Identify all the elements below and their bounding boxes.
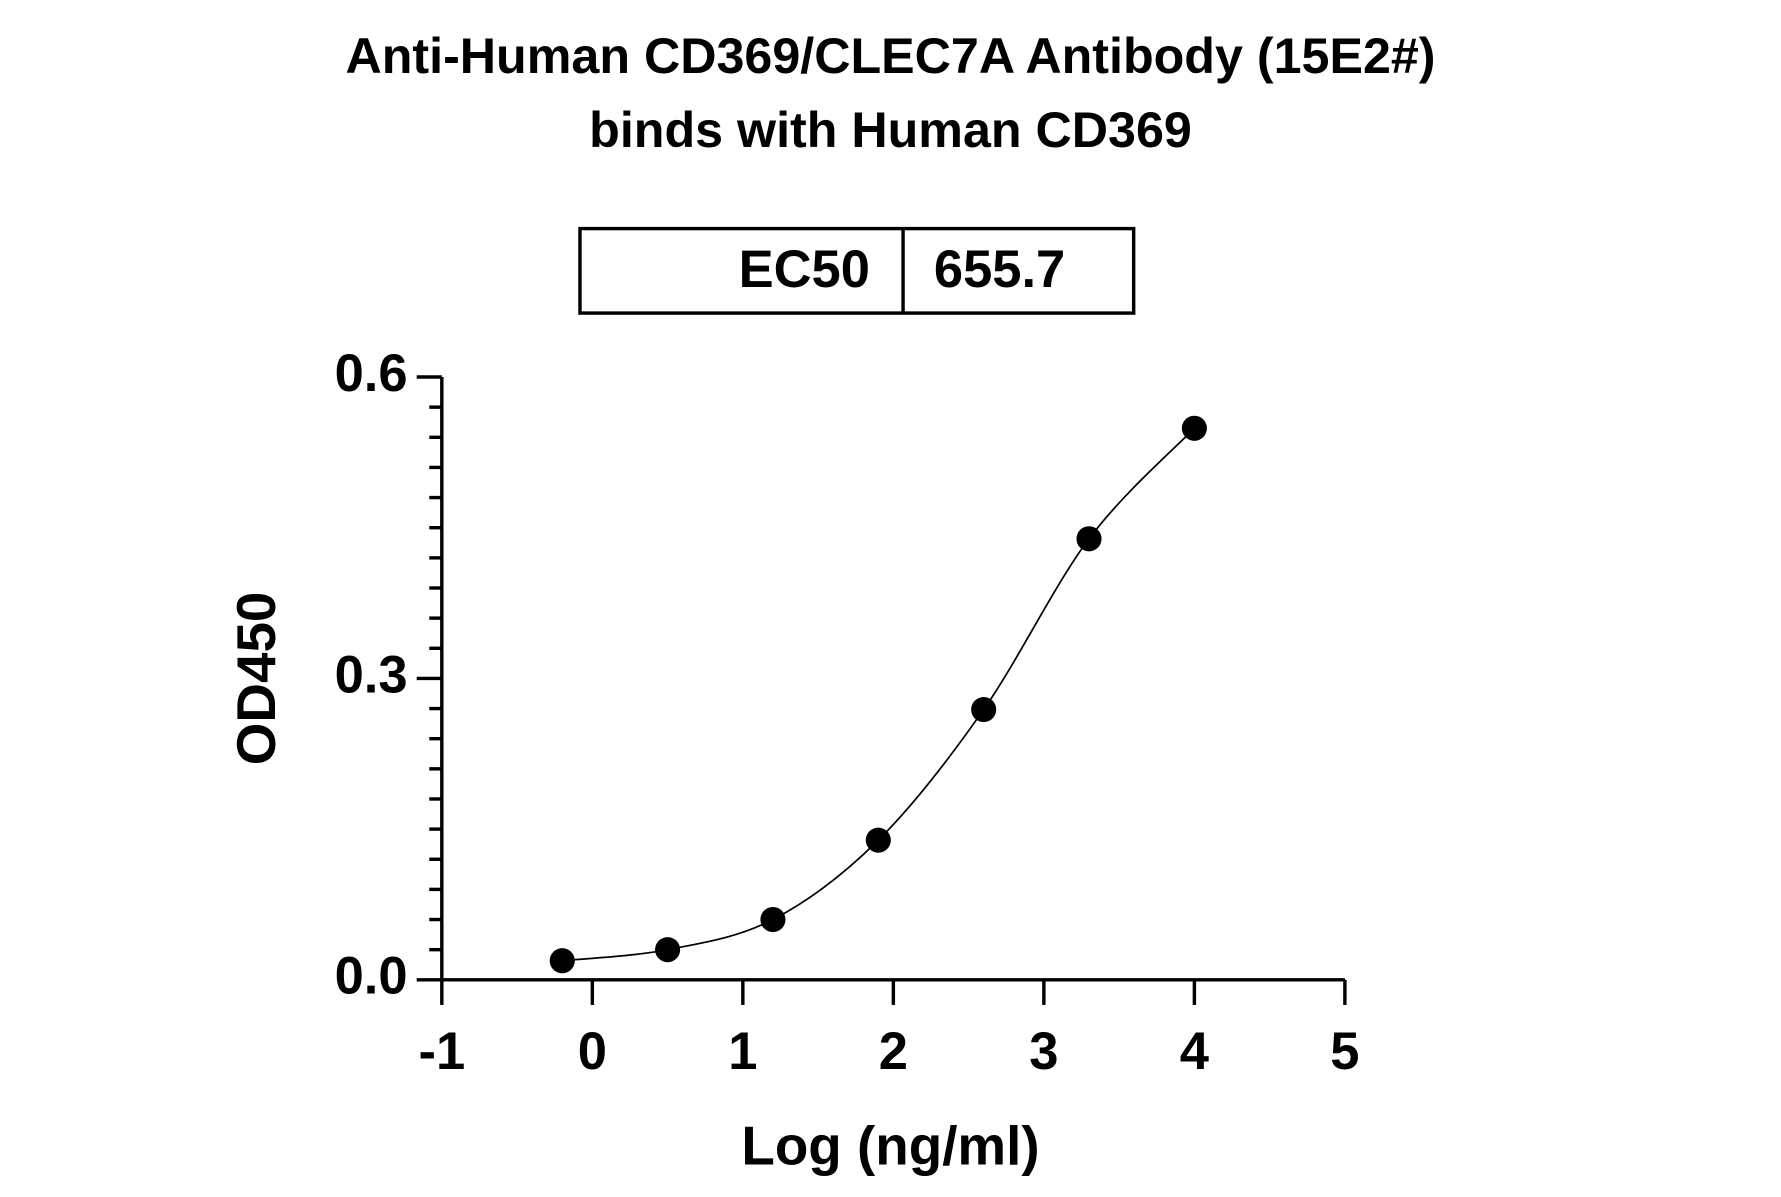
data-point bbox=[655, 937, 681, 963]
y-axis-label: OD450 bbox=[225, 592, 287, 766]
y-tick-label: 0.0 bbox=[335, 947, 408, 1006]
data-point bbox=[1181, 415, 1207, 441]
x-tick-label: -1 bbox=[418, 1022, 465, 1081]
data-point bbox=[865, 827, 891, 853]
x-tick-label: 4 bbox=[1180, 1022, 1209, 1081]
chart-title: Anti-Human CD369/CLEC7A Antibody (15E2#) bbox=[345, 28, 1435, 84]
x-tick-label: 1 bbox=[728, 1022, 757, 1081]
x-tick-label: 3 bbox=[1029, 1022, 1058, 1081]
y-tick-label: 0.3 bbox=[335, 645, 408, 704]
x-tick-label: 5 bbox=[1330, 1022, 1359, 1081]
data-point bbox=[760, 906, 786, 933]
fit-curve bbox=[562, 427, 1195, 962]
data-point bbox=[549, 948, 575, 974]
ec50-table bbox=[578, 226, 1136, 315]
x-tick-label: 2 bbox=[879, 1022, 908, 1081]
x-axis-label: Log (ng/ml) bbox=[741, 1114, 1039, 1176]
ec50-value: 655.7 bbox=[934, 240, 1065, 299]
chart-subtitle: binds with Human CD369 bbox=[589, 102, 1192, 158]
data-point bbox=[971, 697, 997, 723]
ec50-label: EC50 bbox=[739, 240, 870, 299]
data-point bbox=[1076, 526, 1102, 552]
x-tick-label: 0 bbox=[578, 1022, 607, 1081]
y-tick-label: 0.6 bbox=[335, 344, 408, 403]
